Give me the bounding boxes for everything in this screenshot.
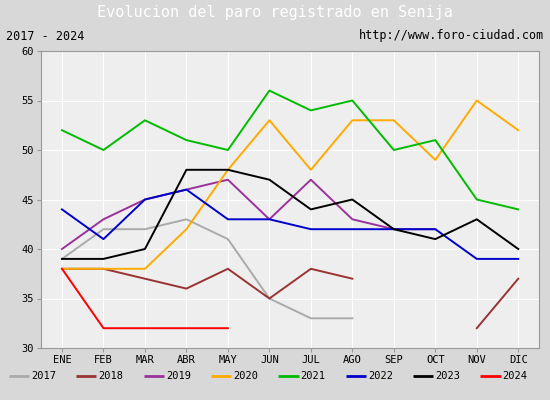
Text: 2019: 2019 (166, 371, 191, 381)
Text: 2017 - 2024: 2017 - 2024 (6, 30, 84, 42)
Text: 2022: 2022 (368, 371, 393, 381)
Text: 2018: 2018 (98, 371, 124, 381)
Text: http://www.foro-ciudad.com: http://www.foro-ciudad.com (359, 30, 544, 42)
Text: Evolucion del paro registrado en Senija: Evolucion del paro registrado en Senija (97, 5, 453, 20)
Text: 2021: 2021 (301, 371, 326, 381)
Text: 2024: 2024 (503, 371, 528, 381)
Text: 2023: 2023 (436, 371, 460, 381)
Text: 2017: 2017 (31, 371, 56, 381)
Text: 2020: 2020 (233, 371, 258, 381)
